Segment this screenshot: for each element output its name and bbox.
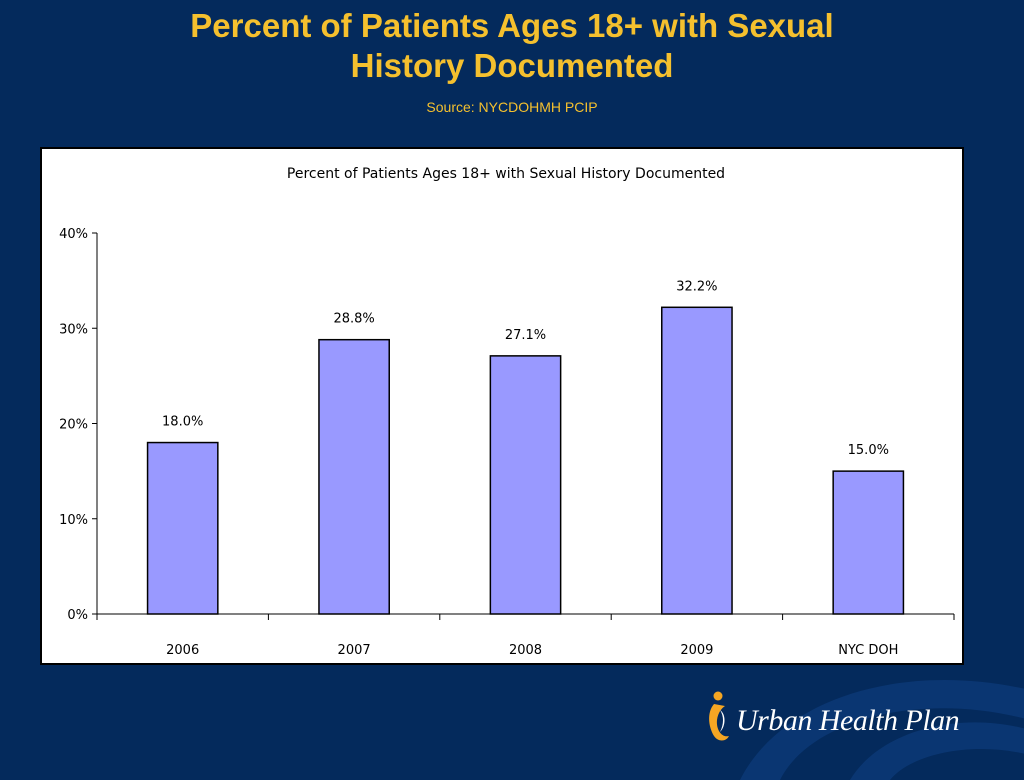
x-tick-label: NYC DOH [838,643,898,658]
background-swirl [740,680,1024,780]
x-tick-label: 2007 [338,643,371,658]
bar-data-label: 28.8% [333,312,374,327]
x-axis: 2006 2007 2008 2009 NYC DOH [96,613,955,658]
x-tick-label: 2009 [680,643,713,658]
slide-title-line-2: History Documented [350,47,674,84]
slide-source: Source: NYCDOHMH PCIP [426,99,598,115]
bar [318,338,390,615]
x-tick-label: 2008 [509,643,542,658]
y-tick-label: 40% [59,227,88,242]
y-tick-label: 20% [59,418,88,433]
bars [146,306,905,615]
bar [661,306,733,615]
slide-title-line-1: Percent of Patients Ages 18+ with Sexual [190,7,834,44]
y-tick-label: 0% [67,608,88,623]
y-tick-label: 30% [59,322,88,337]
bar-data-label: 18.0% [162,415,203,430]
uhp-person-figure-icon [709,691,729,741]
bar-data-label: 32.2% [676,279,717,294]
bar-data-label: 15.0% [848,443,889,458]
bar-data-label: 27.1% [505,328,546,343]
y-axis: 0% 10% 20% 30% 40% [59,227,98,623]
chart-title: Percent of Patients Ages 18+ with Sexual… [287,166,725,182]
urban-health-plan-logo: Urban Health Plan [704,690,984,750]
logo-text: Urban Health Plan [736,704,960,737]
bar-labels: 18.0% 28.8% 27.1% 32.2% 15.0% [162,279,889,458]
bar [489,355,562,615]
bar [832,470,905,615]
bar-chart: Percent of Patients Ages 18+ with Sexual… [59,166,955,658]
chart-frame: Percent of Patients Ages 18+ with Sexual… [40,147,964,665]
bar [146,441,219,615]
x-tick-label: 2006 [166,643,199,658]
y-tick-label: 10% [59,513,88,528]
slide-title: Percent of Patients Ages 18+ with Sexual… [0,6,1024,86]
